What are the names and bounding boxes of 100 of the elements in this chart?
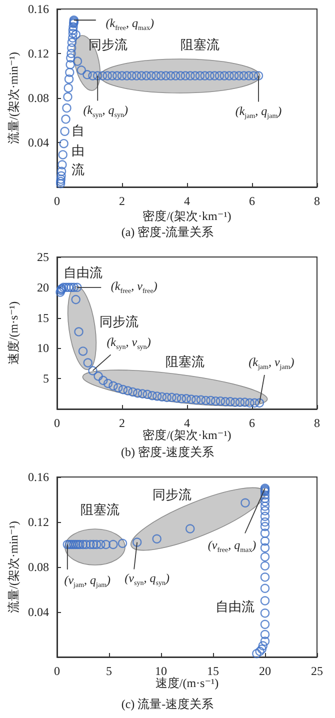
point [257,644,266,654]
point [72,282,82,292]
point [260,522,270,532]
point [108,540,118,550]
point [152,534,162,544]
point [260,512,270,521]
annotation: 阻塞流 [180,36,220,54]
y-tick-label: 0.16 [28,2,49,16]
point [78,540,88,550]
x-tick-label: 0 [54,416,60,430]
point [132,538,142,547]
annotation: 同步流 [100,313,138,331]
point [260,630,270,640]
point [254,398,264,408]
point [260,572,270,582]
text: (c) 流量-速度关系 [120,696,215,713]
x-tick-label: 0 [54,194,60,208]
x-tick-label: 20 [259,664,271,678]
annotation: 阻塞流 [166,353,204,371]
point [142,390,152,400]
point [240,498,250,508]
x-axis-title: 密度/(架次·km⁻¹) [142,208,232,225]
point [260,490,270,500]
x-tick-label: 6 [249,194,255,208]
point [245,398,254,408]
point [133,388,142,398]
point [172,393,182,403]
point [260,494,270,503]
point [98,376,108,386]
point [94,372,103,381]
point [230,398,240,407]
point [260,536,270,546]
y-axis-title: 流量/(架次·min⁻¹) [6,52,22,144]
text: (a) 密度-流量关系 [120,224,215,241]
y-tick-label: 0.12 [28,515,49,529]
annotation: (k$_{jam}$, q$_{jam}$) [235,104,282,120]
point [260,552,270,562]
x-tick-label: 8 [314,416,320,430]
point [260,584,270,593]
point [108,381,118,390]
point [186,524,195,534]
annotation: (k$_{free}$, v$_{free}$) [110,279,158,296]
point [88,540,98,550]
point [138,389,148,398]
y-tick-label: 5 [43,372,49,386]
point [186,394,196,404]
y-tick-label: 25 [37,250,49,264]
point [82,540,91,550]
point [252,649,262,658]
y-tick-label: 0.04 [28,605,49,619]
annotation: 自由流 [64,264,102,282]
point [260,506,270,516]
annotation: (v$_{jam}$, q$_{jam}$) [64,572,111,588]
point [260,502,270,511]
point [167,392,176,402]
y-tick-label: 0.08 [28,91,49,105]
point [86,540,95,550]
annotation: 阻塞流 [80,501,120,519]
annotation: (v$_{free}$, q$_{max}$) [208,538,256,554]
x-tick-label: 0 [54,664,60,678]
point [260,517,270,527]
x-tick-label: 4 [184,194,190,208]
point [148,391,157,400]
y-axis-title: 流量/(架次·min⁻¹) [6,521,22,613]
point [64,282,74,292]
y-tick-label: 10 [37,341,49,356]
x-tick-label: 2 [119,416,125,430]
point [206,396,216,406]
point [83,358,92,368]
point [75,540,84,550]
x-tick-label: 6 [249,416,255,430]
point [216,396,226,406]
annotation: (v$_{syn}$, q$_{syn}$) [124,571,170,588]
point [118,384,128,394]
point [176,394,186,404]
point [260,620,270,629]
x-tick-label: 10 [155,664,167,678]
point [157,392,167,402]
point [152,392,162,401]
point [92,540,102,550]
annotation: 同步流 [88,36,128,54]
point [258,641,268,650]
point [260,596,270,606]
point [260,608,270,618]
point [182,394,191,404]
y-tick-label: 0.04 [28,136,49,150]
point [211,396,220,406]
x-tick-label: 4 [184,416,190,430]
point [250,398,260,408]
y-tick-label: 15 [37,310,49,325]
annotation: (k$_{syn}$, v$_{syn}$) [106,334,151,351]
point [196,395,206,404]
x-axis-title: 速度/(m·s⁻¹) [155,676,219,692]
point [62,282,71,292]
x-tick-label: 8 [314,194,320,208]
x-axis-title: 密度/(架次·km⁻¹) [142,427,232,444]
x-tick-label: 15 [207,664,219,678]
point [118,538,128,548]
point [88,366,98,376]
point [71,294,80,304]
